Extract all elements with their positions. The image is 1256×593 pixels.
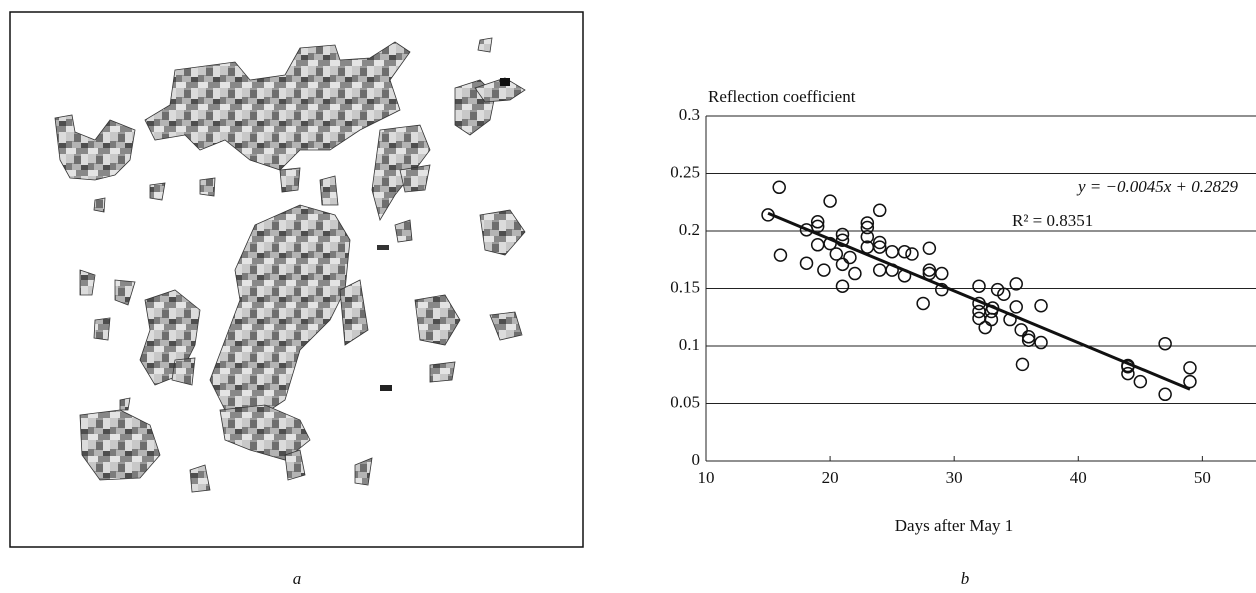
field	[93, 317, 111, 341]
field	[219, 404, 311, 461]
point	[860, 230, 875, 244]
field	[479, 209, 526, 256]
field	[199, 177, 216, 197]
x-tick-label: 50	[1194, 468, 1211, 487]
point	[772, 180, 786, 195]
chart-title: Reflection coefficient	[708, 87, 856, 106]
y-tick-label: 0.25	[670, 162, 700, 181]
field	[189, 464, 211, 493]
field	[500, 78, 510, 86]
field	[354, 457, 373, 486]
field	[171, 357, 196, 386]
point	[935, 266, 949, 281]
point	[1183, 374, 1197, 389]
point	[860, 220, 875, 235]
x-axis-label: Days after May 1	[895, 516, 1014, 535]
x-tick-label: 40	[1070, 468, 1087, 487]
x-tick-label: 30	[946, 468, 963, 487]
field	[477, 37, 493, 53]
field	[119, 397, 131, 411]
point	[823, 194, 837, 208]
x-tick-label: 20	[822, 468, 839, 487]
field-map	[9, 11, 584, 548]
point	[984, 312, 999, 327]
y-tick-label: 0.1	[679, 335, 700, 354]
field	[489, 311, 523, 341]
point	[835, 233, 850, 247]
point	[1034, 335, 1048, 350]
field	[79, 269, 96, 296]
field	[93, 197, 106, 213]
point	[835, 257, 850, 272]
field	[144, 41, 411, 171]
point	[835, 227, 850, 242]
field	[394, 219, 413, 243]
field	[279, 167, 301, 193]
y-tick-label: 0.15	[670, 277, 700, 296]
point	[922, 263, 937, 277]
field	[79, 409, 161, 481]
point	[885, 244, 899, 259]
field	[114, 279, 136, 306]
point	[860, 216, 875, 230]
trend-line	[767, 211, 1191, 391]
point	[810, 238, 825, 252]
y-tick-label: 0	[692, 450, 701, 469]
point	[829, 247, 844, 261]
point	[810, 215, 825, 229]
point	[773, 248, 788, 262]
field	[149, 182, 166, 201]
point	[843, 250, 857, 265]
point	[872, 235, 887, 250]
point	[1121, 366, 1135, 381]
point	[1158, 336, 1172, 351]
r-squared: R² = 0.8351	[1012, 211, 1093, 230]
point	[1021, 330, 1036, 344]
point	[1183, 361, 1197, 375]
point	[1034, 299, 1048, 313]
y-tick-label: 0.05	[670, 392, 700, 411]
point	[872, 203, 887, 218]
point	[897, 244, 912, 259]
point	[972, 304, 986, 319]
y-tick-label: 0.2	[679, 220, 700, 239]
point	[922, 241, 937, 255]
equation: y = −0.0045x + 0.2829	[1076, 177, 1239, 196]
point	[978, 320, 992, 335]
field	[429, 361, 456, 383]
point	[1009, 277, 1023, 291]
field	[284, 449, 306, 481]
point	[905, 247, 919, 261]
field	[380, 385, 392, 391]
panel-label: a	[293, 569, 302, 588]
point	[1158, 387, 1172, 402]
point	[1009, 300, 1023, 314]
point	[835, 279, 850, 293]
x-tick-label: 10	[698, 468, 715, 487]
y-tick-label: 0.3	[679, 105, 700, 124]
point	[1014, 323, 1028, 337]
field	[399, 164, 431, 193]
point	[872, 240, 887, 254]
point	[799, 256, 814, 270]
field	[54, 114, 136, 181]
point	[1021, 333, 1036, 347]
field	[319, 175, 339, 206]
point	[1015, 357, 1030, 372]
point	[872, 263, 887, 277]
field	[377, 245, 389, 250]
point	[916, 296, 930, 311]
point	[972, 279, 986, 293]
point	[997, 287, 1011, 301]
point	[1133, 374, 1148, 389]
field	[339, 279, 369, 346]
panel-label: b	[961, 569, 970, 588]
field	[414, 294, 461, 346]
point	[817, 263, 831, 277]
field	[209, 204, 351, 421]
point	[848, 266, 862, 281]
